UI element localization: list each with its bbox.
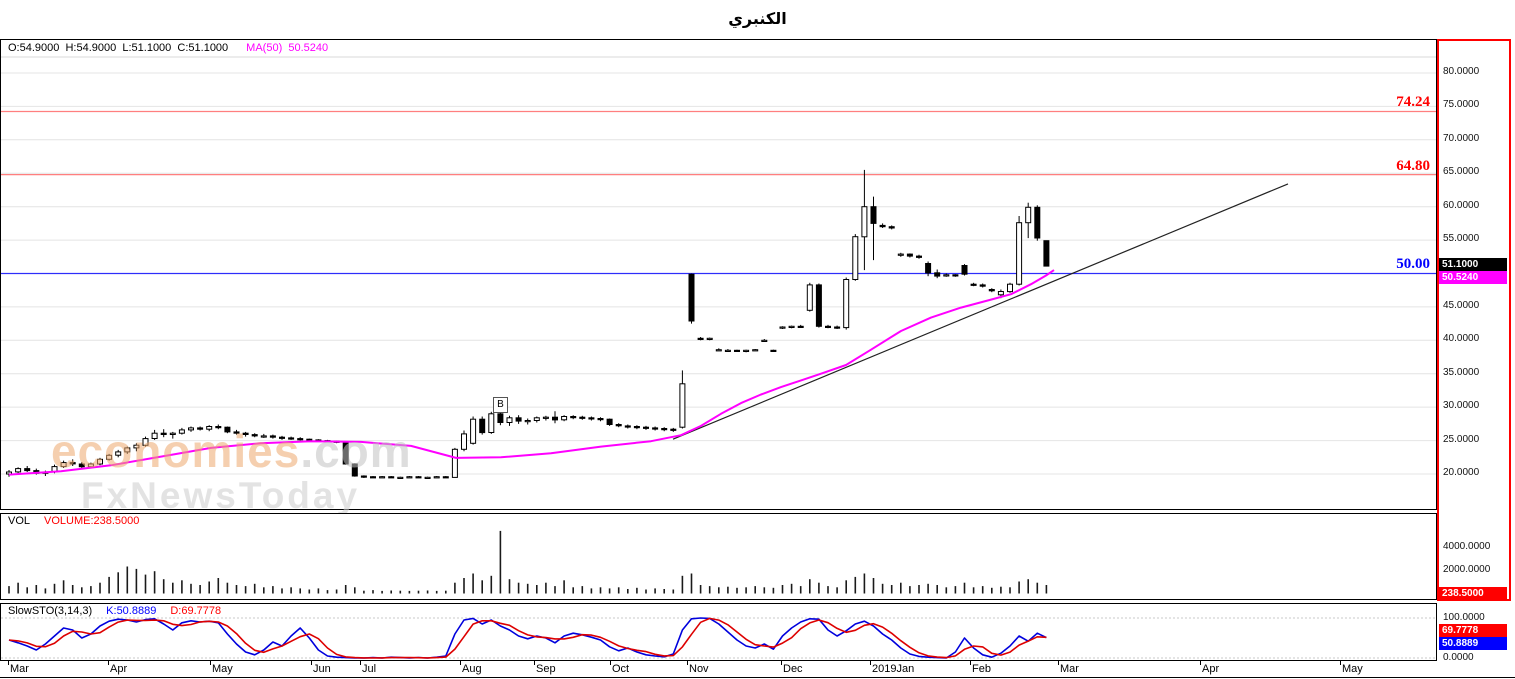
month-tick — [460, 661, 461, 665]
ohlc-values: O:54.9000 H:54.9000 L:51.1000 C:51.1000 — [8, 42, 229, 54]
month-tick — [360, 661, 361, 665]
sto-d-badge: 69.7778 — [1439, 624, 1507, 637]
month-label: Apr — [1202, 663, 1220, 675]
time-axis: Mar Apr May Jun Jul Aug Sep Oct Nov Dec 2019Jan Feb… — [0, 661, 1515, 678]
buy-marker: B — [493, 397, 508, 413]
volume-header: VOL VOLUME:238.5000 — [8, 515, 139, 527]
volume-chart[interactable] — [1, 514, 1436, 599]
month-tick — [687, 661, 688, 665]
price-tick-label: 35.0000 — [1443, 367, 1480, 378]
month-label: Oct — [612, 663, 630, 675]
price-tick-label: 65.0000 — [1443, 166, 1480, 177]
sto-tick-label: 0.0000 — [1443, 652, 1474, 663]
ma-indicator-value: MA(50) 50.5240 — [246, 42, 329, 54]
month-label: Nov — [689, 663, 709, 675]
month-label: 2019Jan — [872, 663, 915, 675]
resistance-2-label: 64.80 — [1396, 158, 1430, 174]
month-tick — [781, 661, 782, 665]
stochastic-k-value: K:50.8889 — [106, 605, 157, 617]
month-label: Mar — [10, 663, 29, 675]
month-label: Jul — [362, 663, 377, 675]
price-pane[interactable]: economies.com FxNewsToday O:54.9000 H:54… — [0, 39, 1437, 514]
volume-tick-label: 2000.0000 — [1443, 564, 1491, 575]
month-tick — [8, 661, 9, 665]
price-tick-label: 55.0000 — [1443, 233, 1480, 244]
support-label: 50.00 — [1396, 256, 1430, 272]
stochastic-header: SlowSTO(3,14,3) K:50.8889 D:69.7778 — [8, 605, 221, 617]
volume-value-badge: 238.5000 — [1439, 587, 1507, 600]
month-label: Aug — [462, 663, 482, 675]
month-tick — [108, 661, 109, 665]
price-tick-label: 75.0000 — [1443, 99, 1480, 110]
month-tick — [534, 661, 535, 665]
price-tick-label: 80.0000 — [1443, 66, 1480, 77]
price-tick-label: 30.0000 — [1443, 400, 1480, 411]
stochastic-d-value: D:69.7778 — [170, 605, 222, 617]
month-label: Jun — [313, 663, 331, 675]
price-axis-panel: 80.0000 75.0000 70.0000 65.0000 60.0000 55.00… — [1437, 39, 1515, 679]
stochastic-pane[interactable]: SlowSTO(3,14,3) K:50.8889 D:69.7778 — [0, 603, 1437, 661]
month-label: Dec — [783, 663, 803, 675]
month-tick — [1058, 661, 1059, 665]
month-tick — [210, 661, 211, 665]
month-label: May — [212, 663, 233, 675]
sto-k-badge: 50.8889 — [1439, 637, 1507, 650]
sto-tick-label: 100.0000 — [1443, 612, 1485, 623]
ma-value-badge: 50.5240 — [1439, 271, 1507, 284]
month-tick — [610, 661, 611, 665]
axis-panel-frame — [1437, 39, 1511, 601]
last-price-badge: 51.1000 — [1439, 258, 1507, 271]
month-tick — [870, 661, 871, 665]
month-tick — [970, 661, 971, 665]
price-tick-label: 25.0000 — [1443, 434, 1480, 445]
month-label: Sep — [536, 663, 556, 675]
month-tick — [1340, 661, 1341, 665]
price-tick-label: 40.0000 — [1443, 333, 1480, 344]
month-label: Mar — [1060, 663, 1079, 675]
price-tick-label: 20.0000 — [1443, 467, 1480, 478]
volume-value-label: VOLUME:238.5000 — [44, 515, 140, 527]
candlestick-chart[interactable] — [1, 40, 1436, 509]
price-tick-label: 60.0000 — [1443, 200, 1480, 211]
symbol-title: الكنبري — [728, 9, 787, 28]
price-tick-label: 45.0000 — [1443, 300, 1480, 311]
volume-tick-label: 4000.0000 — [1443, 541, 1491, 552]
stochastic-label: SlowSTO(3,14,3) — [8, 605, 93, 617]
month-label: Apr — [110, 663, 128, 675]
resistance-1-label: 74.24 — [1396, 94, 1430, 110]
volume-pane-label: VOL — [8, 515, 31, 527]
month-label: Feb — [972, 663, 991, 675]
ohlc-info-bar: O:54.9000 H:54.9000 L:51.1000 C:51.1000 M… — [8, 42, 328, 54]
month-tick — [1200, 661, 1201, 665]
price-tick-label: 70.0000 — [1443, 133, 1480, 144]
month-label: May — [1342, 663, 1363, 675]
volume-pane[interactable]: VOL VOLUME:238.5000 — [0, 513, 1437, 600]
month-tick — [311, 661, 312, 665]
stochastic-chart[interactable] — [1, 604, 1436, 660]
